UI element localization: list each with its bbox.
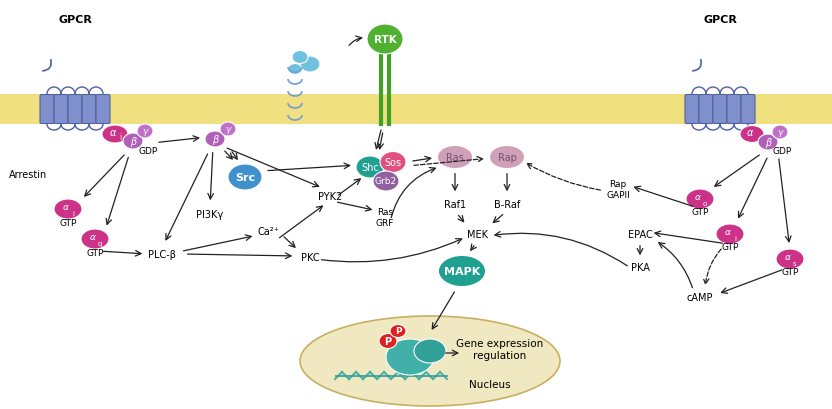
Ellipse shape: [54, 200, 82, 220]
Ellipse shape: [292, 52, 308, 64]
Text: GPCR: GPCR: [58, 15, 92, 25]
Text: Arrestin: Arrestin: [9, 170, 47, 180]
Text: cAMP: cAMP: [686, 292, 713, 302]
FancyBboxPatch shape: [68, 95, 82, 124]
Text: Src: Src: [235, 173, 255, 182]
Text: RTK: RTK: [374, 35, 396, 45]
Text: α: α: [695, 193, 701, 202]
Text: γ: γ: [142, 127, 148, 136]
Text: GTP: GTP: [721, 243, 739, 252]
FancyBboxPatch shape: [685, 95, 699, 124]
Text: β: β: [212, 135, 218, 145]
Text: α: α: [63, 203, 69, 212]
Text: Nucleus: Nucleus: [469, 379, 511, 389]
FancyBboxPatch shape: [40, 95, 54, 124]
Text: Ras
GRF: Ras GRF: [376, 208, 394, 227]
Text: PI3Kγ: PI3Kγ: [196, 209, 224, 220]
Text: Rap: Rap: [498, 153, 517, 163]
FancyBboxPatch shape: [96, 95, 110, 124]
Text: Grb2: Grb2: [375, 177, 397, 186]
Text: MEK: MEK: [468, 229, 488, 239]
Text: α: α: [110, 128, 116, 138]
Text: GTP: GTP: [691, 208, 709, 217]
Text: PYK2: PYK2: [318, 191, 342, 202]
FancyBboxPatch shape: [54, 95, 68, 124]
Text: Gene expression
regulation: Gene expression regulation: [457, 338, 543, 360]
Text: q: q: [98, 240, 102, 246]
Ellipse shape: [356, 157, 384, 179]
Text: PLC-β: PLC-β: [148, 249, 176, 259]
Text: α: α: [725, 228, 731, 237]
Text: EPAC: EPAC: [627, 229, 652, 239]
Text: Raf1: Raf1: [444, 200, 466, 209]
FancyBboxPatch shape: [699, 95, 713, 124]
Text: PKC: PKC: [300, 252, 319, 262]
Text: GTP: GTP: [87, 249, 104, 258]
Ellipse shape: [776, 249, 804, 270]
Ellipse shape: [438, 147, 472, 169]
Text: Ca²⁺: Ca²⁺: [257, 227, 279, 236]
Text: GDP: GDP: [138, 147, 157, 156]
Ellipse shape: [716, 225, 744, 245]
Text: GTP: GTP: [781, 268, 799, 277]
Text: Ras: Ras: [446, 153, 464, 163]
Ellipse shape: [367, 25, 403, 55]
Text: i: i: [734, 236, 736, 241]
Ellipse shape: [380, 152, 406, 173]
Ellipse shape: [205, 132, 225, 148]
Text: s: s: [792, 261, 796, 266]
Ellipse shape: [300, 57, 320, 73]
Ellipse shape: [137, 125, 153, 139]
Ellipse shape: [373, 172, 399, 191]
Ellipse shape: [228, 164, 262, 191]
Text: γ: γ: [225, 125, 230, 134]
FancyBboxPatch shape: [727, 95, 741, 124]
Text: Sos: Sos: [384, 157, 402, 168]
Text: α: α: [90, 233, 96, 242]
Text: PKA: PKA: [631, 262, 650, 272]
Ellipse shape: [740, 126, 764, 143]
Text: β: β: [765, 138, 771, 148]
Text: β: β: [130, 137, 136, 147]
Ellipse shape: [300, 316, 560, 406]
Text: α: α: [747, 128, 753, 138]
Text: P: P: [394, 327, 401, 336]
Ellipse shape: [386, 339, 434, 375]
Text: B-Raf: B-Raf: [494, 200, 520, 209]
Ellipse shape: [123, 134, 143, 150]
FancyBboxPatch shape: [82, 95, 96, 124]
FancyBboxPatch shape: [741, 95, 755, 124]
Text: MAPK: MAPK: [444, 266, 480, 276]
Ellipse shape: [414, 339, 446, 363]
Text: γ: γ: [777, 128, 783, 137]
Text: i: i: [119, 133, 121, 142]
Ellipse shape: [220, 123, 236, 137]
Text: GPCR: GPCR: [703, 15, 737, 25]
Bar: [0, 95, 832, 125]
Text: Rap
GAPII: Rap GAPII: [607, 180, 630, 199]
Ellipse shape: [81, 229, 109, 249]
Ellipse shape: [439, 256, 485, 286]
Text: i: i: [72, 211, 74, 216]
Ellipse shape: [390, 325, 406, 338]
Ellipse shape: [758, 135, 778, 151]
Ellipse shape: [379, 334, 397, 348]
Ellipse shape: [686, 189, 714, 209]
Ellipse shape: [102, 126, 128, 144]
Text: Shc: Shc: [361, 163, 379, 173]
Text: GTP: GTP: [59, 219, 77, 228]
Ellipse shape: [772, 126, 788, 139]
FancyBboxPatch shape: [713, 95, 727, 124]
Text: o: o: [703, 200, 707, 207]
Ellipse shape: [490, 147, 524, 169]
Text: P: P: [384, 336, 392, 346]
Ellipse shape: [288, 64, 302, 75]
Text: α: α: [785, 253, 791, 262]
Text: GDP: GDP: [772, 147, 791, 156]
